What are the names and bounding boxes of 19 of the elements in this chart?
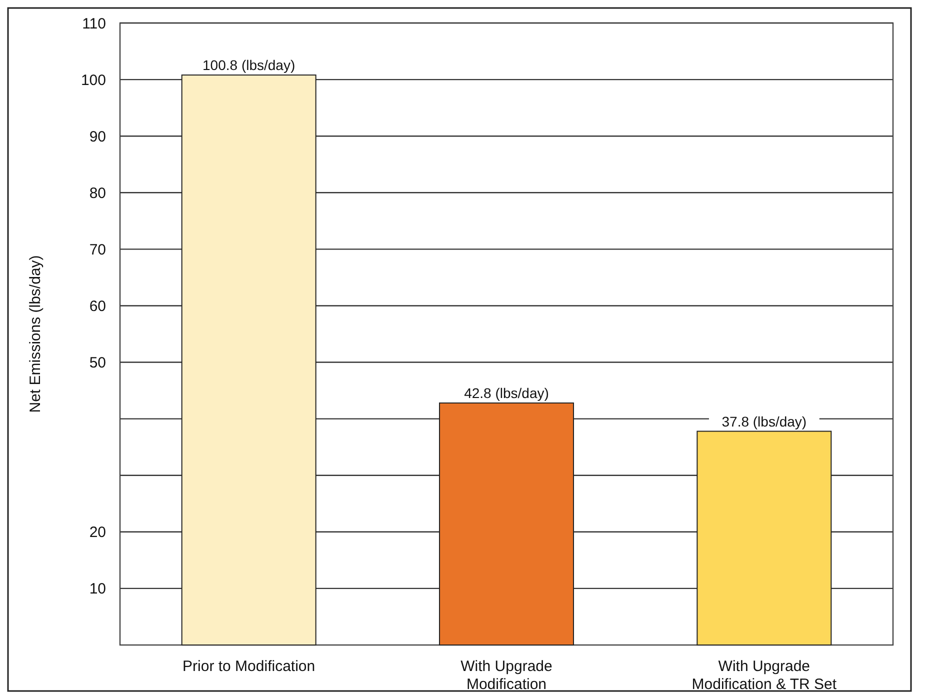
y-tick-label: 60 <box>89 298 106 315</box>
bar <box>181 74 316 646</box>
x-tick-label: With Upgrade Modification & TR Set <box>692 658 838 693</box>
y-tick-label: 70 <box>89 241 106 258</box>
y-tick-label: 10 <box>89 580 106 598</box>
data-label: 100.8 (lbs/day) <box>202 57 296 74</box>
y-tick-label: 20 <box>89 524 106 542</box>
y-tick-label: 110 <box>82 15 106 32</box>
y-tick-label: 80 <box>89 184 106 202</box>
y-tick-label: 50 <box>89 354 106 372</box>
bar <box>696 430 832 646</box>
y-tick-label: 90 <box>89 128 106 146</box>
y-tick-label: 100 <box>80 72 106 89</box>
x-tick-label: Prior to Modification <box>182 658 316 675</box>
data-label: 42.8 (lbs/day) <box>464 384 549 401</box>
bar <box>439 402 574 646</box>
y-axis-title: Net Emissions (lbs/day) <box>27 255 44 413</box>
data-label: 37.8 (lbs/day) <box>722 413 807 430</box>
x-tick-label: With Upgrade Modification <box>460 658 552 693</box>
